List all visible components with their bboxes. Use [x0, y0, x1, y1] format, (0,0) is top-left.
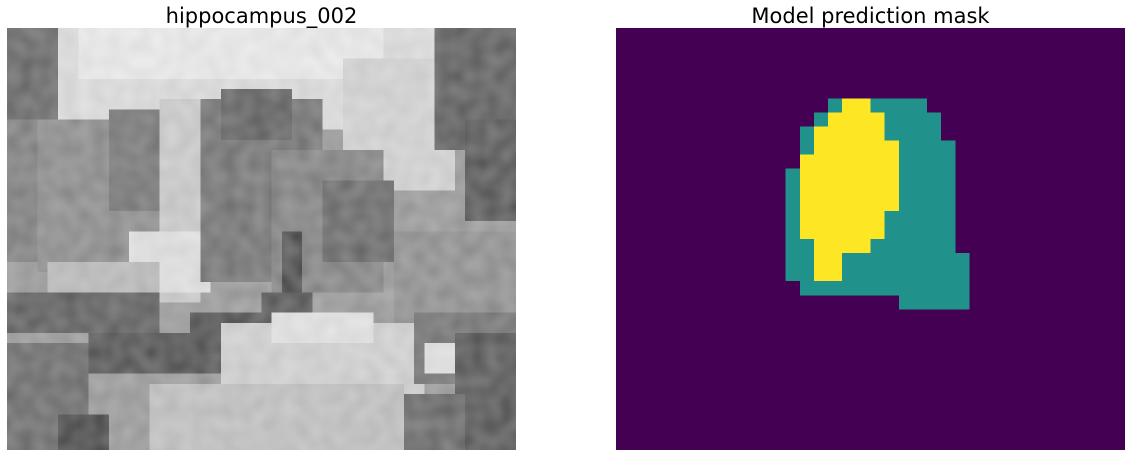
mri-slice-image	[7, 28, 516, 450]
mask-class-2-region	[799, 98, 899, 282]
prediction-mask-image	[616, 28, 1125, 450]
image-panel-title: hippocampus_002	[165, 4, 358, 28]
mask-panel-title: Model prediction mask	[751, 4, 990, 28]
